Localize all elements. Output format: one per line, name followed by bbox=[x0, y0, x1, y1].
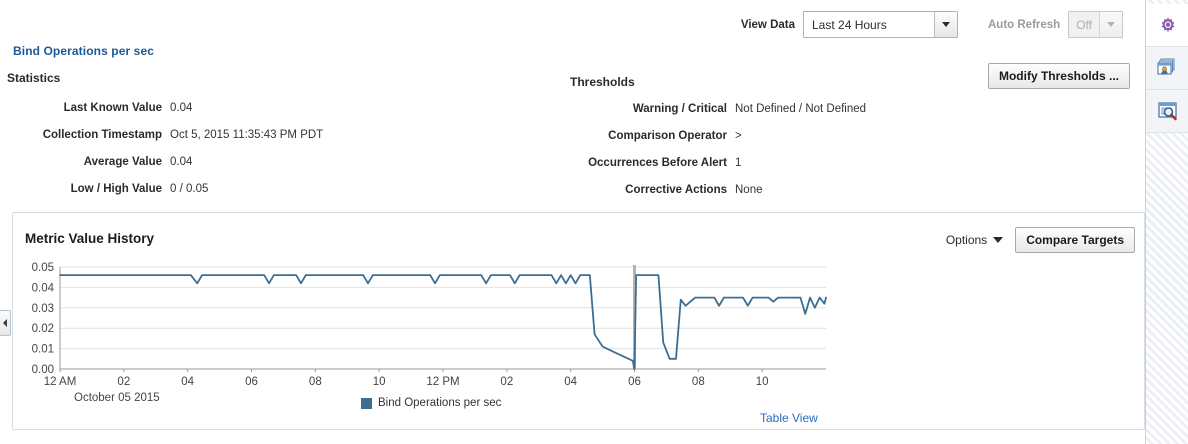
related-targets-icon bbox=[1157, 58, 1174, 75]
x-axis-date-label: October 05 2015 bbox=[74, 392, 160, 404]
property-row: Warning / Critical Not Defined / Not Def… bbox=[560, 103, 1120, 130]
property-label: Average Value bbox=[83, 156, 162, 168]
chevron-left-icon bbox=[3, 319, 7, 327]
x-axis-tick-label: 02 bbox=[117, 376, 130, 388]
property-row: Last Known Value 0.04 bbox=[0, 102, 540, 129]
auto-refresh-label: Auto Refresh bbox=[988, 18, 1061, 31]
legend-swatch bbox=[361, 397, 372, 409]
x-axis-tick-label: 06 bbox=[245, 376, 258, 388]
x-axis-tick-label: 12 PM bbox=[426, 376, 459, 388]
auto-refresh-value: Off bbox=[1076, 17, 1092, 32]
property-label: Occurrences Before Alert bbox=[588, 157, 727, 169]
property-row: Occurrences Before Alert 1 bbox=[560, 157, 1120, 184]
page-title: Bind Operations per sec bbox=[13, 44, 155, 58]
options-label: Options bbox=[945, 233, 988, 247]
property-value: 0.04 bbox=[170, 102, 193, 114]
property-row: Average Value 0.04 bbox=[0, 156, 540, 183]
metric-value-history-panel: Metric Value History Options Compare Tar… bbox=[12, 212, 1145, 430]
view-data-label: View Data bbox=[740, 18, 795, 31]
rail-button-search[interactable] bbox=[1146, 90, 1188, 133]
chevron-down-icon[interactable] bbox=[1099, 12, 1122, 37]
property-label: Collection Timestamp bbox=[42, 129, 162, 141]
right-rail bbox=[1145, 0, 1188, 444]
options-menu[interactable]: Options bbox=[945, 233, 1004, 247]
y-axis-tick-label: 0.04 bbox=[32, 282, 55, 294]
thresholds-properties: Warning / Critical Not Defined / Not Def… bbox=[560, 103, 1120, 211]
y-axis-tick-label: 0.02 bbox=[32, 323, 54, 335]
x-axis-tick-label: 10 bbox=[373, 376, 386, 388]
property-value: > bbox=[735, 130, 742, 142]
legend-label: Bind Operations per sec bbox=[378, 397, 502, 409]
x-axis-tick-label: 02 bbox=[500, 376, 513, 388]
collapse-left-panel-handle[interactable] bbox=[0, 310, 11, 336]
compare-targets-button[interactable]: Compare Targets bbox=[1015, 227, 1135, 253]
property-row: Low / High Value 0 / 0.05 bbox=[0, 183, 540, 210]
y-axis-tick-label: 0.03 bbox=[32, 303, 54, 315]
property-label: Last Known Value bbox=[63, 102, 162, 114]
chevron-down-icon bbox=[993, 237, 1004, 243]
property-row: Collection Timestamp Oct 5, 2015 11:35:4… bbox=[0, 129, 540, 156]
property-label: Warning / Critical bbox=[632, 103, 727, 115]
property-value: 1 bbox=[735, 157, 742, 169]
view-data-value: Last 24 Hours bbox=[812, 17, 887, 32]
property-value: None bbox=[735, 184, 763, 196]
property-value: Oct 5, 2015 11:35:43 PM PDT bbox=[170, 129, 324, 141]
property-value: 0.04 bbox=[170, 156, 193, 168]
property-row: Corrective Actions None bbox=[560, 184, 1120, 211]
property-row: Comparison Operator > bbox=[560, 130, 1120, 157]
chart-svg: 0.00 0.01 0.02 0.03 0.04 0.05 12 AM 02 04 06 08 10 1… bbox=[32, 262, 827, 404]
y-axis-tick-label: 0.00 bbox=[32, 364, 54, 376]
panel-actions: Options Compare Targets bbox=[946, 227, 1135, 253]
chart-series-line bbox=[59, 274, 827, 370]
property-value: Not Defined / Not Defined bbox=[735, 103, 867, 115]
x-axis-tick-label: 12 AM bbox=[44, 376, 77, 388]
property-value: 0 / 0.05 bbox=[170, 183, 209, 195]
window-search-icon bbox=[1157, 102, 1177, 121]
rail-button-settings[interactable] bbox=[1146, 4, 1188, 47]
right-rail-buttons bbox=[1146, 4, 1188, 133]
statistics-section-title: Statistics bbox=[7, 71, 61, 85]
modify-thresholds-button[interactable]: Modify Thresholds ... bbox=[987, 63, 1130, 89]
x-axis-tick-label: 08 bbox=[309, 376, 322, 388]
view-data-select[interactable]: Last 24 Hours bbox=[803, 11, 958, 38]
auto-refresh-select[interactable]: Off bbox=[1068, 11, 1123, 38]
statistics-properties: Last Known Value 0.04 Collection Timesta… bbox=[0, 102, 540, 210]
toolbar-controls: View Data Last 24 Hours Auto Refresh Off bbox=[741, 11, 1123, 38]
property-label: Low / High Value bbox=[70, 183, 162, 195]
rail-button-related-targets[interactable] bbox=[1146, 47, 1188, 90]
x-axis-tick-label: 04 bbox=[564, 376, 577, 388]
panel-title: Metric Value History bbox=[25, 231, 155, 246]
metric-line-chart[interactable]: 0.00 0.01 0.02 0.03 0.04 0.05 12 AM 02 04 06 08 10 1… bbox=[13, 257, 1144, 427]
y-axis-tick-label: 0.05 bbox=[32, 262, 54, 274]
thresholds-section-title: Thresholds bbox=[570, 75, 635, 89]
x-axis-tick-label: 08 bbox=[692, 376, 705, 388]
top-toolbar: View Data Last 24 Hours Auto Refresh Off bbox=[0, 0, 1145, 44]
x-axis-tick-label: 10 bbox=[756, 376, 769, 388]
y-axis-tick-label: 0.01 bbox=[32, 344, 54, 356]
x-axis-tick-label: 04 bbox=[181, 376, 194, 388]
property-label: Corrective Actions bbox=[625, 184, 727, 196]
property-label: Comparison Operator bbox=[608, 130, 727, 142]
x-axis-tick-label: 06 bbox=[628, 376, 641, 388]
gear-icon bbox=[1161, 17, 1174, 33]
table-view-link[interactable]: Table View bbox=[760, 411, 818, 425]
chevron-down-icon[interactable] bbox=[934, 12, 957, 37]
chart-legend: Bind Operations per sec bbox=[361, 397, 501, 409]
